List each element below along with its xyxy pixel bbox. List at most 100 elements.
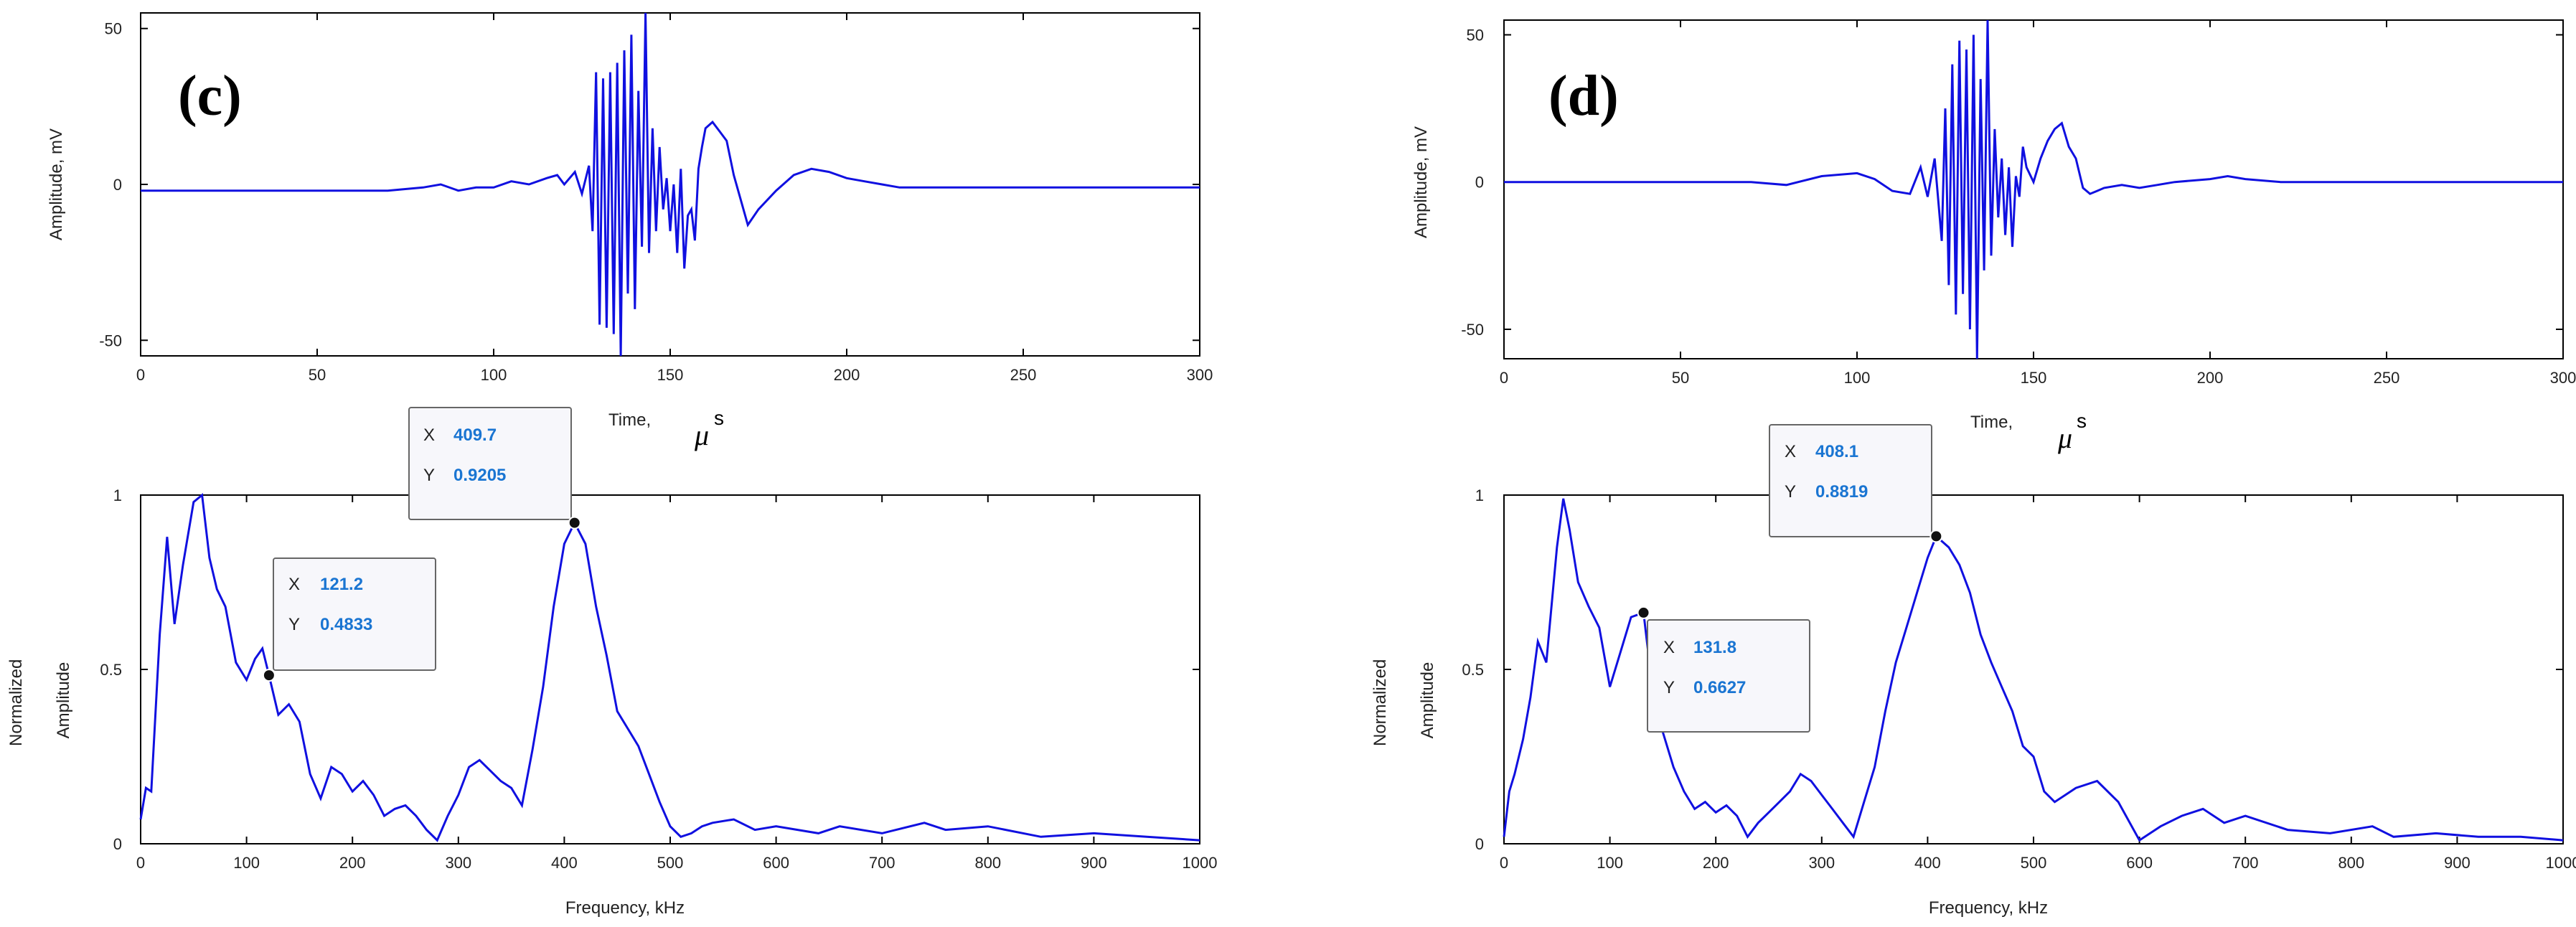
x-tick-label: 700: [2232, 854, 2259, 872]
tick-layer: 0 50 100 150 200 250 300 -50 0 50: [1461, 20, 2576, 387]
x-tick-label: 200: [834, 366, 860, 384]
x-tick-label: 0: [136, 366, 145, 384]
datatip-2[interactable]: X 131.8 Y 0.6627: [1637, 606, 1810, 733]
x-axis-label: Frequency, kHz: [565, 898, 685, 918]
datatip-x-key: X: [1785, 442, 1796, 461]
x-tick-label: 900: [1081, 854, 1107, 872]
series-line-spectrum: [139, 493, 1200, 842]
chart-d-time-waveform: (d) 0 50 100 150 200 250 300 -50 0 50 Amplitude, …: [1411, 19, 2576, 454]
datatip-y-value: 0.4833: [320, 615, 372, 634]
x-tick-label: 1000: [2546, 854, 2576, 872]
x-axis-unit-symbol: μ: [2057, 422, 2072, 454]
datatip-y-key: Y: [423, 466, 435, 485]
x-tick-label: 300: [1187, 366, 1213, 384]
datatip-1[interactable]: X 409.7 Y 0.9205: [408, 407, 581, 530]
datatip-y-key: Y: [288, 615, 300, 634]
series-line-waveform: [141, 12, 1200, 357]
datatip-marker: [262, 669, 276, 682]
x-tick-label: 800: [974, 854, 1001, 872]
x-tick-label: 0: [1500, 854, 1508, 872]
x-tick-label: 250: [2374, 369, 2400, 387]
series-line-spectrum: [1503, 498, 2564, 842]
y-tick-label: 0: [113, 835, 122, 853]
y-tick-label: 0: [113, 176, 122, 194]
datatip-x-key: X: [423, 425, 435, 445]
datatip-marker: [1637, 606, 1650, 619]
datatip-box: [1647, 619, 1810, 733]
panel-label-d: (d): [1548, 65, 1619, 128]
y-axis-label: Normalized Amplitude: [1371, 654, 1437, 746]
datatip-marker: [568, 516, 581, 530]
x-tick-label: 150: [2021, 369, 2047, 387]
x-tick-label: 500: [2021, 854, 2047, 872]
datatip-y-value: 0.6627: [1693, 678, 1746, 697]
tick-layer: 0 100 200 300 400 500 600 700 800 900 1000 0 0.5 1: [100, 486, 1217, 872]
x-tick-label: 200: [2197, 369, 2224, 387]
x-tick-label: 400: [551, 854, 578, 872]
x-tick-label: 300: [2550, 369, 2576, 387]
datatip-box: [1769, 424, 1932, 537]
x-tick-label: 600: [763, 854, 789, 872]
y-axis-label: Amplitude, mV: [47, 128, 66, 240]
y-tick-label: 1: [113, 486, 122, 504]
x-axis-unit-sup: s: [2077, 410, 2087, 432]
y-axis-label: Normalized Amplitude: [6, 654, 73, 746]
datatip-marker: [1929, 530, 1943, 543]
datatip-box: [408, 407, 572, 520]
y-tick-label: 1: [1475, 486, 1484, 504]
tick-layer: 0 100 200 300 400 500 600 700 800 900 1000 0 0.5 1: [1462, 486, 2576, 872]
datatip-x-value: 131.8: [1693, 638, 1736, 657]
x-tick-label: 1000: [1183, 854, 1218, 872]
y-tick-label: 0.5: [1462, 661, 1484, 679]
datatip-y-key: Y: [1663, 678, 1675, 697]
chart-c-spectrum: 0 100 200 300 400 500 600 700 800 900 1000 0 0.5 1 No…: [6, 407, 1217, 918]
x-tick-label: 100: [481, 366, 507, 384]
x-axis-label: Time,: [608, 410, 651, 430]
datatip-y-value: 0.9205: [453, 466, 506, 485]
plot-frame: [1503, 19, 2564, 359]
x-tick-label: 500: [657, 854, 684, 872]
datatip-y-value: 0.8819: [1815, 482, 1868, 502]
x-tick-label: 0: [1500, 369, 1508, 387]
datatip-x-value: 121.2: [320, 575, 363, 594]
plot-frame: [140, 12, 1200, 357]
x-axis-label: Time,: [1970, 413, 2013, 432]
x-tick-label: 200: [339, 854, 366, 872]
y-tick-label: -50: [99, 331, 122, 349]
x-tick-label: 200: [1703, 854, 1729, 872]
tick-layer: 0 50 100 150 200 250 300 -50 0 50: [99, 13, 1213, 384]
x-tick-label: 100: [1597, 854, 1623, 872]
series-line-waveform: [1504, 19, 2563, 359]
chart-d-spectrum: 0 100 200 300 400 500 600 700 800 900 1000 0 0.5 1 No…: [1371, 424, 2576, 918]
x-tick-label: 100: [1844, 369, 1871, 387]
x-tick-label: 600: [2126, 854, 2153, 872]
x-axis-unit-sup: s: [714, 407, 724, 429]
y-tick-label: 50: [1467, 27, 1484, 44]
y-tick-label: -50: [1461, 321, 1484, 339]
datatip-x-key: X: [288, 575, 300, 594]
y-tick-label: 0: [1475, 835, 1484, 853]
x-tick-label: 900: [2444, 854, 2471, 872]
datatip-1[interactable]: X 408.1 Y 0.8819: [1769, 424, 1943, 543]
x-tick-label: 300: [1808, 854, 1835, 872]
x-tick-label: 100: [233, 854, 260, 872]
y-axis-label: Amplitude, mV: [1411, 126, 1431, 238]
y-tick-label: 0.5: [100, 661, 122, 679]
x-tick-label: 0: [136, 854, 145, 872]
panel-label-c: (c): [178, 65, 242, 128]
x-tick-label: 400: [1914, 854, 1941, 872]
datatip-x-key: X: [1663, 638, 1675, 657]
datatip-2[interactable]: X 121.2 Y 0.4833: [262, 557, 436, 682]
chart-c-time-waveform: (c) 0 50 100 150 200 250 300 -50 0 50 Amplitude, …: [47, 12, 1213, 451]
datatip-x-value: 409.7: [453, 425, 497, 445]
x-tick-label: 50: [1672, 369, 1689, 387]
x-tick-label: 300: [445, 854, 471, 872]
x-axis-label: Frequency, kHz: [1929, 898, 2048, 918]
x-tick-label: 50: [309, 366, 326, 384]
x-tick-label: 150: [657, 366, 684, 384]
x-tick-label: 250: [1010, 366, 1037, 384]
x-tick-label: 800: [2338, 854, 2364, 872]
y-tick-label: 50: [105, 20, 122, 38]
y-tick-label: 0: [1475, 174, 1484, 192]
